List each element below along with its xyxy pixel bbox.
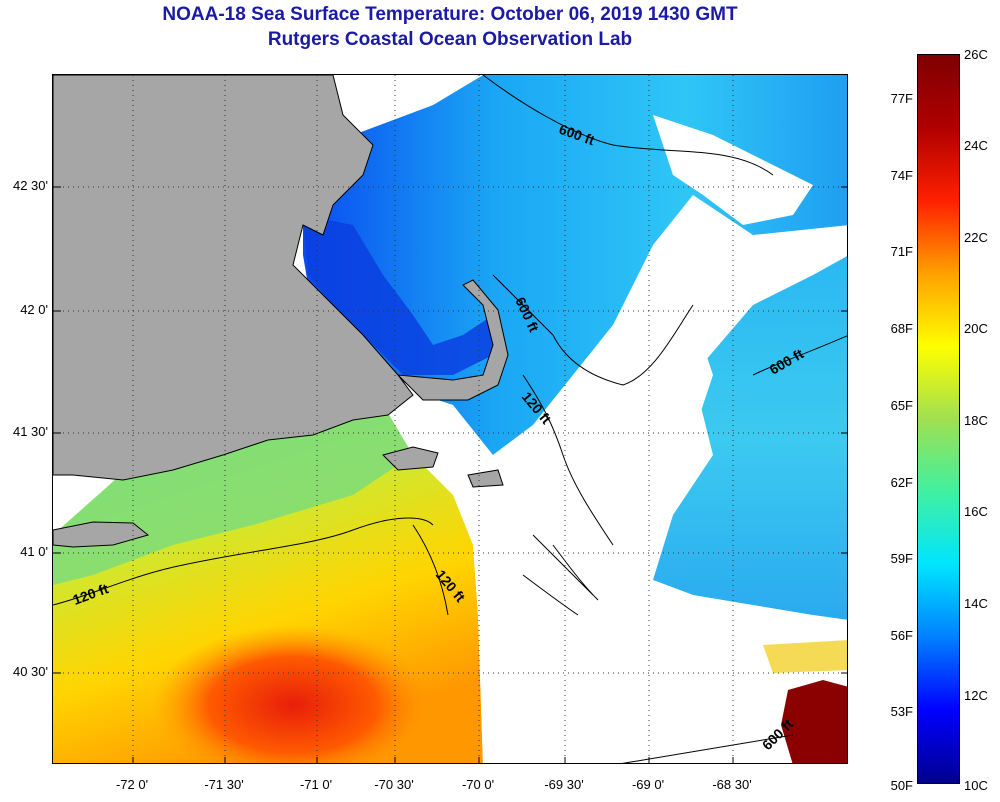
colorbar-f-71: 71F bbox=[890, 244, 913, 259]
contour-120ft-west bbox=[53, 517, 434, 606]
map-canvas: 600 ft 600 ft 600 ft 600 ft 120 ft 120 f… bbox=[53, 75, 847, 763]
colorbar-c-26: 26C bbox=[964, 47, 988, 62]
lat-label-41-30: 41 30' bbox=[12, 424, 48, 439]
map-subtitle: Rutgers Coastal Ocean Observation Lab bbox=[267, 29, 633, 50]
land-cape-cod bbox=[396, 279, 509, 401]
colorbar-f-56: 56F bbox=[890, 628, 913, 643]
colorbar-f-74: 74F bbox=[890, 168, 913, 183]
contour-600ft-north bbox=[482, 75, 774, 176]
contour-600ft-se bbox=[621, 734, 794, 763]
lat-label-40-30: 40 30' bbox=[12, 664, 48, 679]
colorbar-c-16: 16C bbox=[964, 504, 988, 519]
land-long-island bbox=[53, 521, 150, 548]
lon-label-70-30: -70 30' bbox=[374, 777, 414, 792]
lat-label-42-0: 42 0' bbox=[20, 302, 48, 317]
colorbar-c-14: 14C bbox=[964, 596, 988, 611]
colorbar-c-12: 12C bbox=[964, 688, 988, 703]
colorbar-f-62: 62F bbox=[890, 475, 913, 490]
sst-region-transition bbox=[53, 405, 413, 585]
colorbar-f-53: 53F bbox=[890, 704, 913, 719]
cloud-region-center bbox=[473, 295, 713, 763]
lon-label-68-30: -68 30' bbox=[712, 777, 752, 792]
colorbar-f-50: 50F bbox=[890, 778, 913, 793]
bathymetry-contours bbox=[53, 75, 847, 763]
contour-600ft-east bbox=[752, 335, 847, 376]
colorbar-f-59: 59F bbox=[890, 551, 913, 566]
lon-label-71-0: -71 0' bbox=[299, 777, 333, 792]
sst-hotspot bbox=[153, 625, 433, 763]
sst-region-darkred bbox=[781, 680, 847, 763]
sea-surface-temperature-map: 600 ft 600 ft 600 ft 600 ft 120 ft 120 f… bbox=[52, 74, 848, 764]
lat-label-42-30: 42 30' bbox=[12, 178, 48, 193]
lat-label-41-0: 41 0' bbox=[20, 544, 48, 559]
colorbar-f-65: 65F bbox=[890, 398, 913, 413]
colorbar-c-20: 20C bbox=[964, 321, 988, 336]
contour-120ft-south bbox=[412, 524, 449, 616]
land-marthas-vineyard bbox=[382, 446, 439, 471]
temperature-colorbar bbox=[917, 54, 960, 784]
colorbar-c-22: 22C bbox=[964, 230, 988, 245]
colorbar-f-68: 68F bbox=[890, 321, 913, 336]
lon-label-72-0: -72 0' bbox=[115, 777, 149, 792]
lon-label-70-0: -70 0' bbox=[461, 777, 495, 792]
contour-120ft-east bbox=[522, 374, 614, 546]
sst-region-east bbox=[653, 256, 847, 620]
cloud-region-upper-left bbox=[303, 75, 483, 185]
colorbar-f-77: 77F bbox=[890, 91, 913, 106]
frame-ticks bbox=[53, 186, 847, 763]
lon-label-69-0: -69 0' bbox=[631, 777, 665, 792]
colorbar-c-10: 10C bbox=[964, 778, 988, 793]
map-title: NOAA-18 Sea Surface Temperature: October… bbox=[162, 4, 738, 25]
colorbar-c-24: 24C bbox=[964, 138, 988, 153]
graticule bbox=[53, 75, 847, 763]
colorbar-c-18: 18C bbox=[964, 413, 988, 428]
lon-label-69-30: -69 30' bbox=[544, 777, 584, 792]
land-nantucket bbox=[467, 469, 504, 488]
contour-600ft-mid bbox=[492, 274, 694, 386]
sst-region-yellow-strip bbox=[763, 640, 847, 673]
lon-label-71-30: -71 30' bbox=[204, 777, 244, 792]
sst-region-coastal-blue bbox=[303, 215, 493, 375]
contour-georges-bank bbox=[522, 534, 599, 616]
